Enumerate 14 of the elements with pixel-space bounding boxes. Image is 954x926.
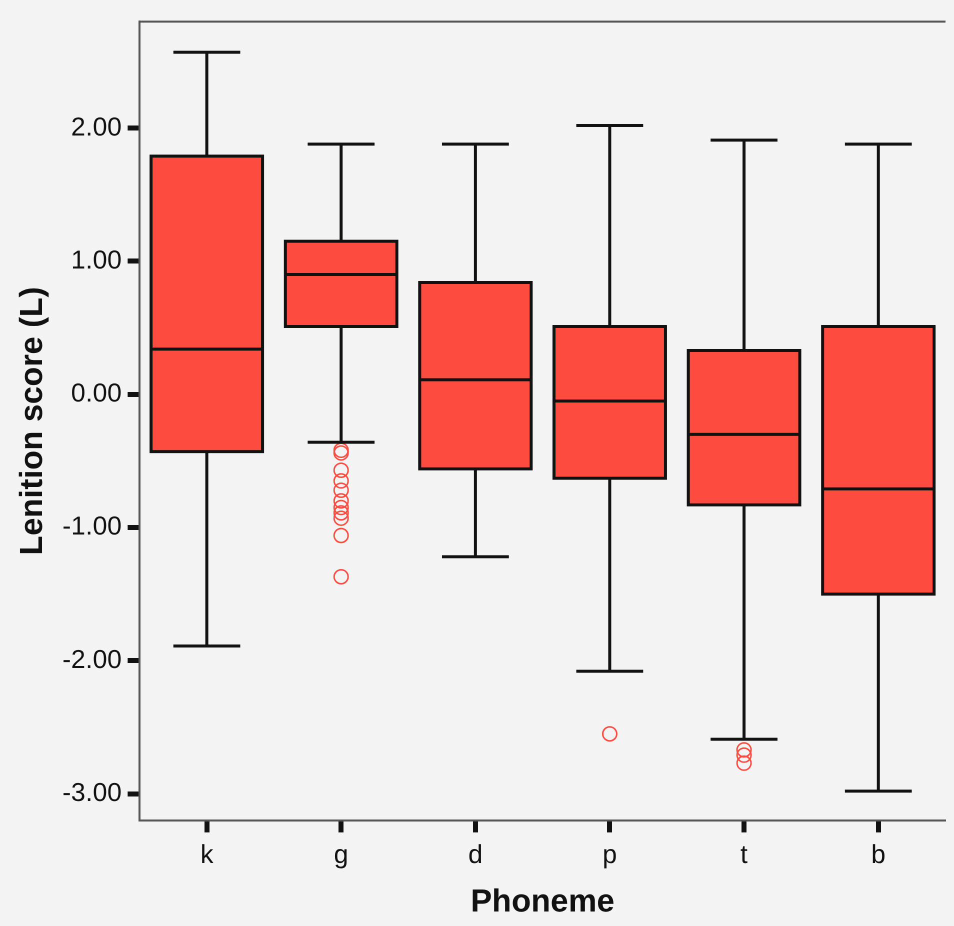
- y-tick-label: 2.00: [71, 111, 122, 142]
- x-tick-label: t: [740, 839, 748, 870]
- x-tick-label: d: [468, 839, 483, 870]
- x-tick-label: p: [602, 839, 617, 870]
- y-tick-label: -1.00: [62, 510, 122, 541]
- y-axis-title: Lenition score (L): [13, 286, 50, 556]
- y-tick-label: -2.00: [62, 644, 122, 674]
- y-tick-label: 1.00: [71, 244, 122, 274]
- y-tick-label: 0.00: [71, 378, 122, 408]
- x-tick-label: b: [871, 839, 886, 870]
- x-tick-label: g: [334, 839, 348, 870]
- x-axis-title: Phoneme: [470, 882, 615, 919]
- y-tick-label: -3.00: [62, 776, 122, 807]
- x-tick-label: k: [200, 839, 214, 870]
